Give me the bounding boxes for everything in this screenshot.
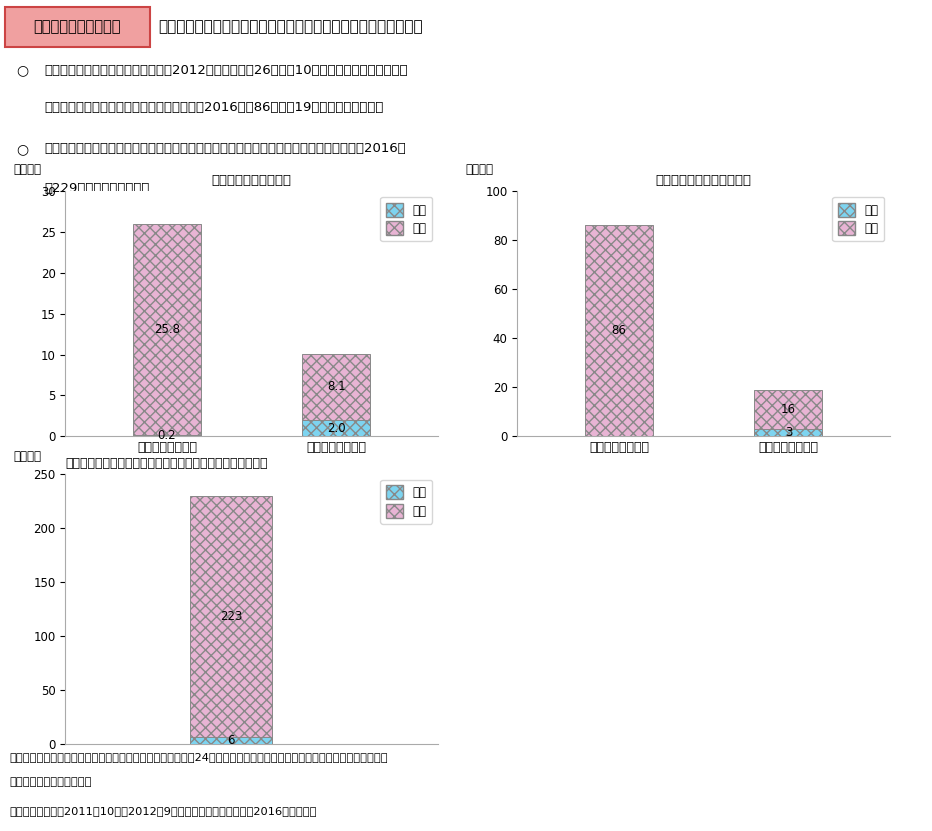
Text: （万人）: （万人） bbox=[465, 164, 493, 176]
Text: 家事・育児・介護等と両立しやすいという理由で非正規雇用労働者になっているものは、2016年: 家事・育児・介護等と両立しやすいという理由で非正規雇用労働者になっているものは、… bbox=[44, 142, 405, 155]
Text: （万人）: （万人） bbox=[13, 450, 41, 463]
Text: 資料出所　総務省統計局「労働力調査（詳細集計）」「平成24年就業構造基本調査」をもとに厚生労働省労働政策担当参: 資料出所 総務省統計局「労働力調査（詳細集計）」「平成24年就業構造基本調査」を… bbox=[9, 752, 388, 762]
Text: 2.0: 2.0 bbox=[327, 421, 346, 435]
Legend: 男性, 女性: 男性, 女性 bbox=[832, 197, 884, 241]
Text: 3: 3 bbox=[785, 426, 792, 439]
Text: 0.2: 0.2 bbox=[158, 429, 176, 442]
Text: 第３－（１）－１２図: 第３－（１）－１２図 bbox=[34, 19, 121, 35]
Legend: 男性, 女性: 男性, 女性 bbox=[380, 479, 432, 524]
Bar bbox=[133, 224, 200, 435]
Text: 介護を理由に求職活動が行えていない方は、2016年で86万人、19万人となっている。: 介護を理由に求職活動が行えていない方は、2016年で86万人、19万人となってい… bbox=[44, 101, 383, 115]
Bar bbox=[133, 435, 200, 436]
Bar bbox=[5, 7, 150, 47]
Text: ○: ○ bbox=[17, 142, 29, 156]
Bar bbox=[585, 225, 652, 436]
Bar bbox=[303, 354, 370, 420]
Text: 育児・介護を理由に就労を断念した方、非正規雇用労働者の状況: 育児・介護を理由に就労を断念した方、非正規雇用労働者の状況 bbox=[158, 19, 422, 35]
Text: （万人）: （万人） bbox=[13, 164, 41, 176]
Text: 86: 86 bbox=[611, 324, 626, 337]
Text: 6: 6 bbox=[227, 734, 235, 747]
Bar bbox=[189, 496, 272, 737]
Legend: 男性, 女性: 男性, 女性 bbox=[380, 197, 432, 241]
Text: 事官室にて作成: 事官室にて作成 bbox=[9, 777, 92, 787]
Bar bbox=[755, 390, 822, 429]
Text: 家事・育児・介護等と両立しやすいことを理由に非正規雇用: 家事・育児・介護等と両立しやすいことを理由に非正規雇用 bbox=[65, 457, 267, 470]
Text: 223: 223 bbox=[220, 610, 242, 623]
Text: 育児、介護を理由に離職した方は、2012年でそれぞれ26万人、10万人となっており、育児、: 育児、介護を理由に離職した方は、2012年でそれぞれ26万人、10万人となってお… bbox=[44, 64, 407, 76]
Title: 育児、介護のため離職: 育児、介護のため離職 bbox=[212, 175, 292, 187]
Bar bbox=[755, 429, 822, 436]
Text: 16: 16 bbox=[781, 403, 796, 416]
Text: 25.8: 25.8 bbox=[154, 322, 180, 336]
Title: 育児、介護を理由に非求職: 育児、介護を理由に非求職 bbox=[655, 175, 752, 187]
Text: 8.1: 8.1 bbox=[327, 381, 346, 393]
Bar bbox=[303, 420, 370, 436]
Text: ○: ○ bbox=[17, 64, 29, 77]
Bar bbox=[189, 737, 272, 744]
Text: で229万人となっている。: で229万人となっている。 bbox=[44, 182, 149, 195]
Text: （注）　左上図は2011年10月～2012年9月の数値。右図、左下図は2016年の数値。: （注） 左上図は2011年10月～2012年9月の数値。右図、左下図は2016年… bbox=[9, 806, 317, 816]
